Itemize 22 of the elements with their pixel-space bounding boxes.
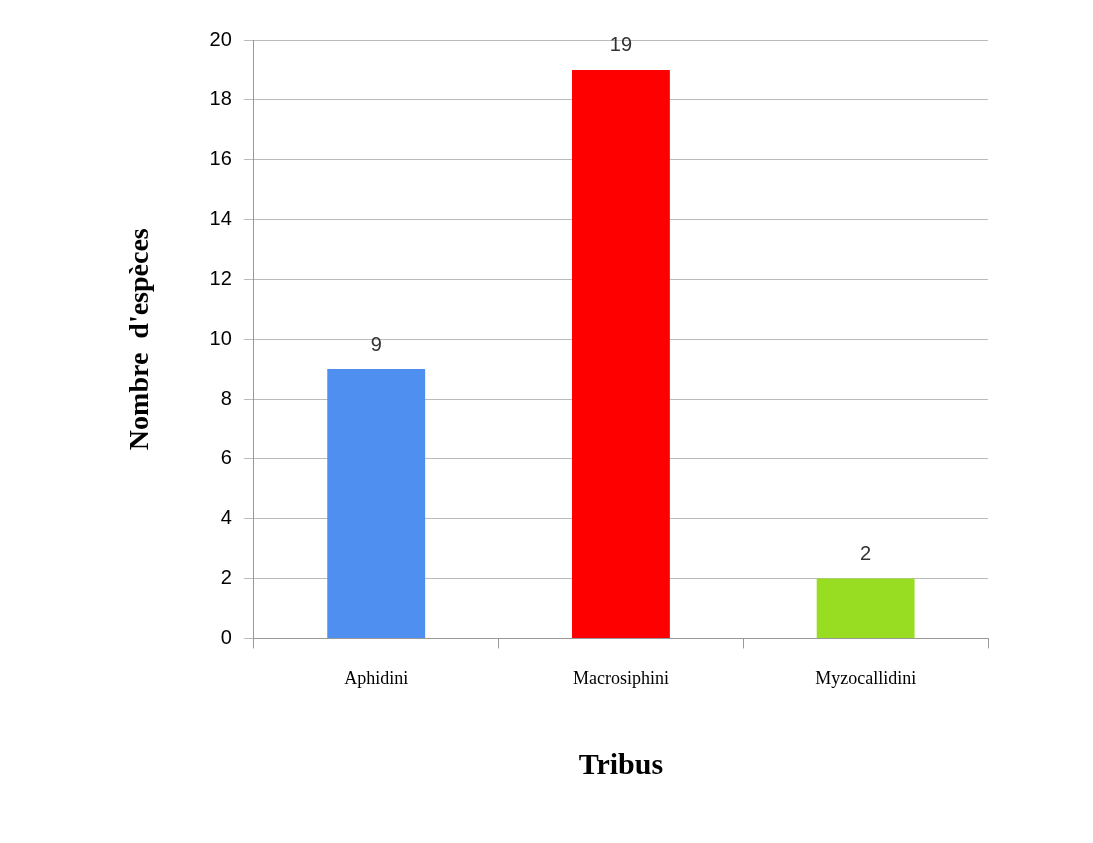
y-axis-title: Nombre d'espèces [123, 228, 155, 451]
x-tick-label: Macrosiphini [572, 667, 669, 688]
data-label: 2 [860, 542, 872, 565]
y-tick-label: 0 [220, 625, 232, 648]
data-label: 19 [609, 33, 633, 56]
bar [327, 369, 426, 638]
y-tick-label: 16 [209, 147, 232, 170]
bar [571, 69, 670, 638]
x-tick-label: Myzocallidini [815, 667, 917, 688]
y-tick-label: 12 [209, 266, 232, 289]
y-tick-label: 10 [209, 326, 232, 349]
y-tick-label: 6 [220, 446, 232, 469]
y-tick-label: 14 [209, 207, 232, 230]
y-tick-label: 20 [209, 27, 232, 50]
bar [816, 578, 915, 638]
y-tick-label: 18 [209, 87, 232, 110]
x-axis-title: Tribus [578, 746, 664, 780]
y-tick-label: 4 [220, 506, 232, 529]
y-tick-label: 8 [220, 386, 232, 409]
x-tick-label: Aphidini [344, 667, 409, 688]
data-label: 9 [370, 332, 382, 355]
y-tick-label: 2 [220, 566, 232, 589]
